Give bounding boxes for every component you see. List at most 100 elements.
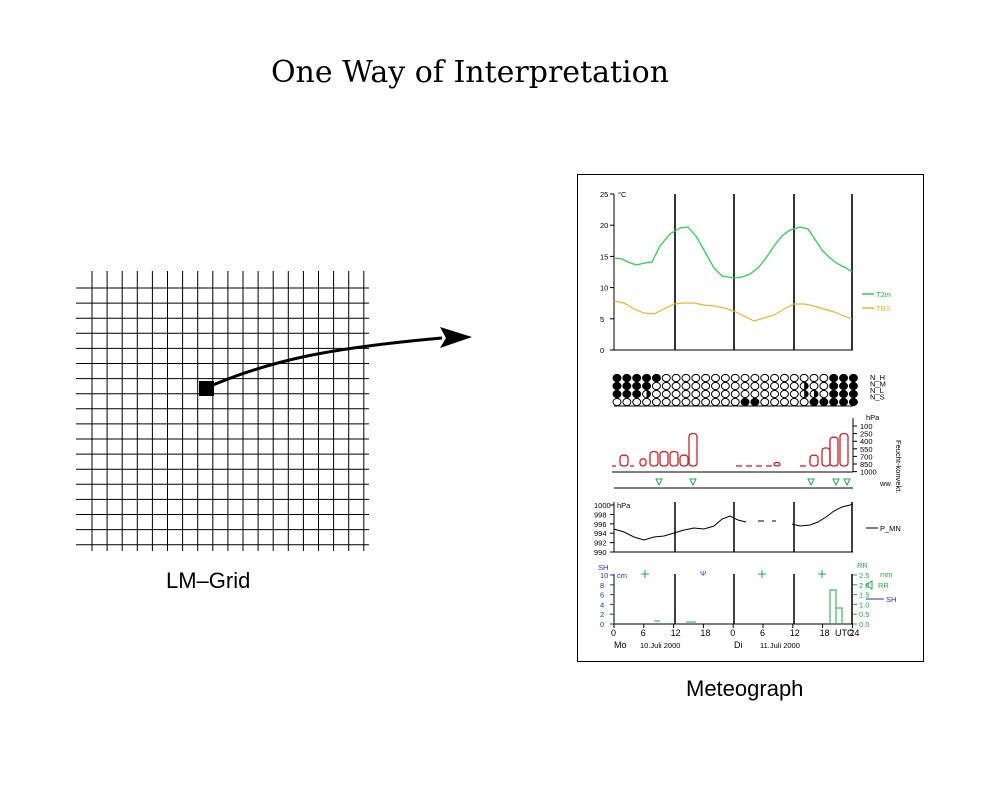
x-tick-label: 18 bbox=[700, 628, 710, 638]
temp-tick-label: 20 bbox=[600, 221, 608, 230]
cloud-cover-half bbox=[804, 390, 809, 398]
cloud-cover-symbol bbox=[720, 373, 730, 383]
temp-tick-label: 15 bbox=[600, 252, 608, 261]
x-tick-label: 12 bbox=[671, 628, 681, 638]
cloud-cover-panel bbox=[612, 373, 858, 407]
conv-tick-label: 700 bbox=[860, 452, 873, 461]
cloud-cover-symbol bbox=[839, 381, 849, 391]
cloud-level-label: N_H bbox=[870, 373, 885, 382]
cloud-cover-symbol bbox=[789, 389, 799, 399]
t2m-series bbox=[613, 226, 853, 279]
conv-cloud-tower bbox=[649, 450, 659, 467]
cloud-cover-symbol bbox=[711, 381, 720, 391]
conv-cloud-tower bbox=[688, 432, 698, 467]
conv-cloud-tower bbox=[679, 454, 689, 467]
pressure-tick-label: 994 bbox=[594, 529, 607, 538]
cloud-cover-symbol bbox=[622, 397, 632, 407]
cloud-cover-symbol bbox=[671, 373, 681, 383]
cloud-cover-half bbox=[646, 390, 651, 398]
cloud-cover-symbol bbox=[750, 397, 760, 407]
cloud-cover-symbol bbox=[701, 373, 711, 383]
legend-rr: RR bbox=[878, 581, 889, 590]
precip-right-tick-label: 0.0 bbox=[859, 620, 869, 629]
cloud-cover-symbol bbox=[701, 381, 711, 391]
cloud-cover-symbol bbox=[799, 373, 809, 383]
precip-left-tick-label: 6 bbox=[600, 591, 604, 600]
cloud-cover-symbol bbox=[819, 381, 829, 391]
cloud-cover-symbol bbox=[651, 373, 661, 383]
cloud-cover-symbol bbox=[681, 397, 691, 407]
cloud-cover-symbol bbox=[848, 389, 858, 399]
precip-right-label: RR bbox=[857, 561, 868, 570]
cloud-cover-symbol bbox=[770, 381, 780, 391]
x-tick-label: 24 bbox=[849, 628, 859, 638]
date1-label: 10.Juli 2000 bbox=[640, 641, 680, 650]
temp-tick-label: 25 bbox=[600, 190, 608, 199]
cloud-cover-symbol bbox=[760, 389, 770, 399]
cloud-cover-symbol bbox=[750, 373, 760, 383]
conv-cloud-tower bbox=[619, 454, 629, 467]
precip-left-tick-label: 0 bbox=[600, 620, 604, 629]
cloud-cover-symbol bbox=[651, 381, 661, 391]
interpretation-arrow bbox=[205, 336, 443, 390]
cloud-cover-symbol bbox=[819, 373, 829, 383]
time-axis: 0 6 12 18 0 6 12 18 24 bbox=[611, 624, 859, 638]
day1-label: Mo bbox=[614, 640, 627, 650]
cloud-cover-symbol bbox=[819, 389, 829, 399]
legend-pmsl: P_MN bbox=[880, 524, 901, 533]
cloud-cover-symbol bbox=[770, 373, 780, 383]
cloud-cover-half bbox=[814, 390, 818, 398]
cloud-cover-symbol bbox=[661, 373, 671, 383]
precip-right-tick-label: 2.0 bbox=[859, 581, 869, 590]
cloud-cover-symbol bbox=[681, 373, 691, 383]
cloud-cover-symbol bbox=[612, 397, 622, 407]
cloud-cover-symbol bbox=[612, 389, 622, 399]
cloud-cover-symbol bbox=[779, 381, 789, 391]
cloud-cover-symbol bbox=[848, 381, 858, 391]
pressure-tick-label: 996 bbox=[594, 520, 607, 529]
cloud-cover-symbol bbox=[632, 397, 642, 407]
pressure-unit: hPa bbox=[617, 501, 631, 510]
cloud-cover-symbol bbox=[661, 381, 671, 391]
cloud-cover-symbol bbox=[711, 373, 720, 383]
conv-cloud-tower bbox=[669, 450, 679, 467]
cloud-cover-symbol bbox=[779, 389, 789, 399]
ww-row: ww bbox=[614, 478, 891, 489]
conv-cloud-tower bbox=[773, 461, 781, 467]
tdew-series bbox=[613, 300, 853, 322]
day2-label: Di bbox=[734, 640, 743, 650]
precip-left-unit: cm bbox=[617, 571, 627, 580]
cloud-cover-symbol bbox=[839, 397, 849, 407]
conv-cloud-tower bbox=[639, 458, 647, 467]
precip-left-tick-label: 10 bbox=[600, 571, 608, 580]
conv-tick-label: 550 bbox=[860, 445, 873, 454]
cloud-cover-symbol bbox=[809, 373, 819, 383]
cloud-cover-symbol bbox=[691, 389, 701, 399]
precip-right-tick-label: 1.5 bbox=[859, 591, 869, 600]
conv-tick-label: 1000 bbox=[860, 468, 877, 477]
pressure-tick-label: 990 bbox=[594, 548, 607, 557]
cloud-cover-symbol bbox=[750, 389, 760, 399]
pressure-tick-label: 998 bbox=[594, 510, 607, 519]
cloud-cover-symbol bbox=[760, 381, 770, 391]
x-tick-label: 18 bbox=[820, 628, 830, 638]
precip-left-tick-label: 4 bbox=[600, 600, 604, 609]
cloud-cover-symbol bbox=[720, 389, 730, 399]
cloud-cover-symbol bbox=[730, 373, 740, 383]
ww-shower-symbol bbox=[832, 478, 840, 487]
cloud-cover-symbol bbox=[671, 397, 681, 407]
ww-shower-symbol bbox=[655, 478, 663, 487]
cloud-cover-symbol bbox=[691, 381, 701, 391]
cloud-cover-symbol bbox=[701, 397, 711, 407]
cloud-cover-symbol bbox=[681, 381, 691, 391]
legend-sh: SH bbox=[886, 595, 896, 604]
cloud-cover-symbol bbox=[671, 389, 681, 399]
precip-snow-symbol: Ψ bbox=[700, 569, 706, 578]
precip-right-tick-label: 1.0 bbox=[859, 600, 869, 609]
cloud-cover-symbol bbox=[789, 381, 799, 391]
ww-shower-symbol bbox=[807, 478, 815, 487]
cloud-cover-symbol bbox=[651, 397, 661, 407]
cloud-cover-symbol bbox=[740, 389, 750, 399]
